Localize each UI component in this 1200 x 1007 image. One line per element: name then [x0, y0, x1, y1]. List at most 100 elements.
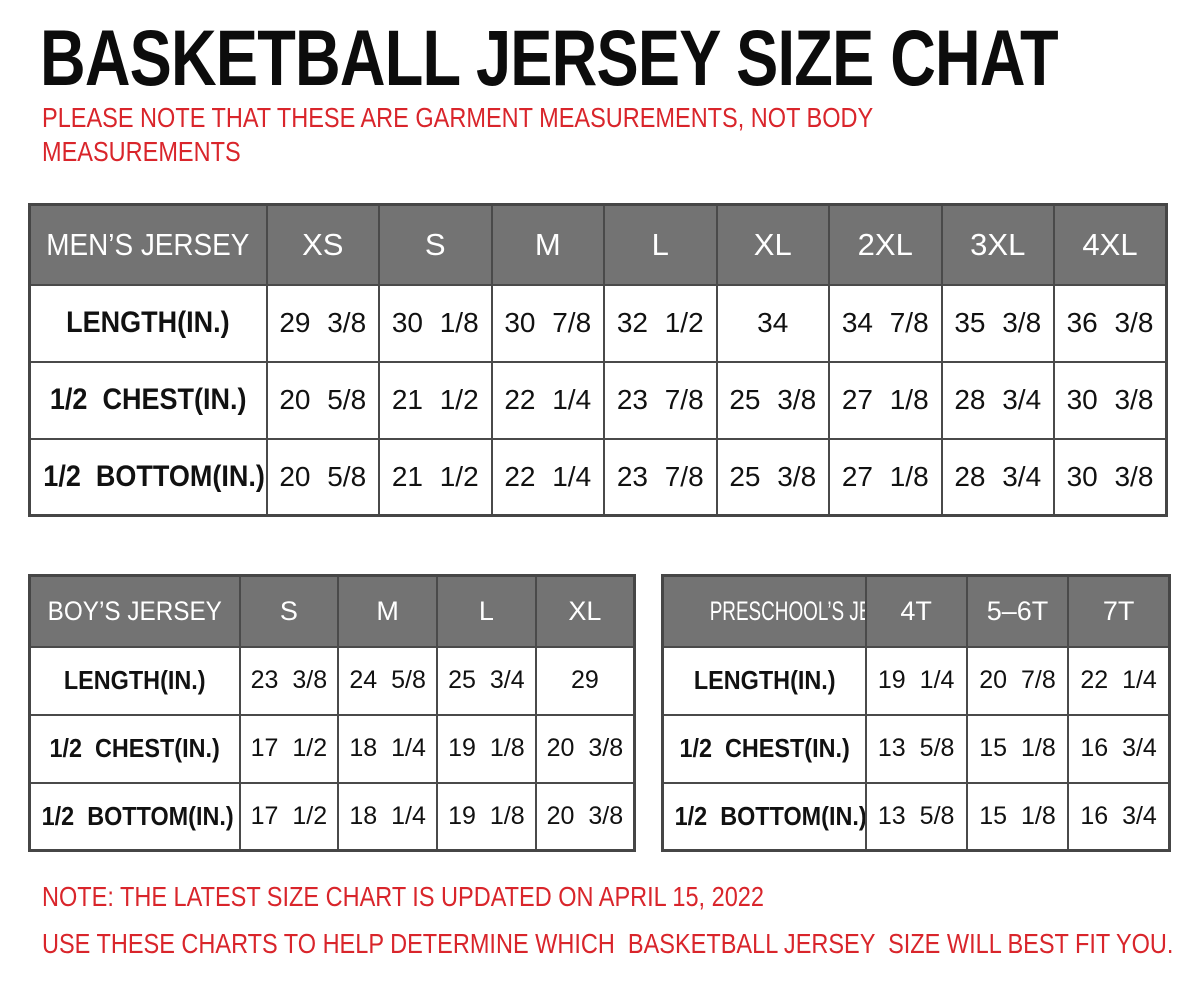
table-header-row: PRESCHOOL’S JERSEY 4T 5–6T 7T	[661, 574, 1171, 648]
size-value: 19 1/4	[877, 666, 955, 694]
size-value-cell: 19 1/4	[864, 645, 968, 716]
size-value-cell: 21 1/2	[378, 360, 493, 440]
table-title: MEN’S JERSEY	[46, 226, 250, 262]
size-value-cell: 17 1/2	[238, 713, 340, 784]
size-value: 13 5/8	[877, 801, 955, 830]
size-column-label: 4T	[900, 595, 932, 626]
table-row: 1/2 BOTTOM(IN.) 13 5/8 15 1/8 16 3/4	[661, 781, 1171, 852]
size-column-label: XL	[568, 595, 602, 626]
size-column-label: M	[376, 595, 399, 626]
size-value-cell: 35 3/8	[940, 283, 1055, 363]
page-title: BASKETBALL JERSEY SIZE CHAT	[40, 18, 1200, 98]
size-value-cell: 20 3/8	[534, 713, 636, 784]
table-header-row: BOY’S JERSEY S M L XL	[28, 574, 636, 648]
size-value: 30 3/8	[1066, 384, 1154, 415]
size-value: 22 1/4	[504, 460, 592, 492]
table-header-row: MEN’S JERSEY XS S M L XL 2XL 3XL 4XL	[28, 203, 1168, 286]
size-value-cell: 20 5/8	[265, 437, 380, 517]
size-value: 25 3/8	[729, 384, 817, 415]
size-value-cell: 23 7/8	[603, 360, 718, 440]
measurement-row-label-cell: 1/2 CHEST(IN.)	[661, 713, 867, 784]
measurement-row-label-cell: 1/2 CHEST(IN.)	[28, 360, 268, 440]
size-value-cell: 15 1/8	[965, 713, 1070, 784]
size-column-header: L	[603, 203, 718, 286]
preschool-jersey-table: PRESCHOOL’S JERSEY 4T 5–6T 7T LENGTH(IN.) 19 …	[661, 574, 1171, 852]
page-title-text: BASKETBALL JERSEY SIZE CHAT	[40, 13, 1059, 102]
size-value: 21 1/2	[391, 384, 479, 415]
table-row: 1/2 CHEST(IN.) 13 5/8 15 1/8 16 3/4	[661, 713, 1171, 784]
garment-measurement-note: PLEASE NOTE THAT THESE ARE GARMENT MEASU…	[42, 101, 1032, 169]
size-value: 20 5/8	[279, 384, 367, 415]
size-column-header: XS	[265, 203, 380, 286]
size-value: 18 1/4	[349, 734, 426, 762]
size-value: 29 3/8	[279, 307, 367, 338]
size-column-header: M	[337, 574, 438, 648]
table-title-cell: MEN’S JERSEY	[28, 203, 268, 286]
measurement-row-label: 1/2 CHEST(IN.)	[49, 733, 220, 763]
size-column-label: L	[651, 226, 669, 262]
table-row: 1/2 BOTTOM(IN.) 17 1/2 18 1/4 19 1/8 20 3/8	[28, 781, 636, 852]
size-value-cell: 30 1/8	[378, 283, 493, 363]
size-value-cell: 24 5/8	[337, 645, 438, 716]
table-row: LENGTH(IN.) 29 3/8 30 1/8 30 7/8 32 1/2 34 34 …	[28, 283, 1168, 363]
size-value: 25 3/8	[729, 460, 817, 492]
size-value-cell: 19 1/8	[436, 781, 537, 852]
size-value: 16 3/4	[1080, 801, 1157, 830]
size-value: 34 7/8	[841, 307, 929, 338]
size-column-label: 5–6T	[986, 595, 1049, 626]
size-value-cell: 30 7/8	[490, 283, 605, 363]
size-value-cell: 28 3/4	[940, 360, 1055, 440]
size-column-header: 2XL	[828, 203, 943, 286]
size-value: 20 3/8	[546, 801, 624, 830]
size-column-header: XL	[715, 203, 830, 286]
size-value-cell: 27 1/8	[828, 437, 943, 517]
table-title-cell: PRESCHOOL’S JERSEY	[661, 574, 867, 648]
size-value-cell: 16 3/4	[1067, 713, 1171, 784]
size-value: 20 7/8	[979, 666, 1056, 694]
size-value: 25 3/4	[448, 666, 525, 694]
size-value: 17 1/2	[250, 734, 328, 762]
size-value-cell: 20 5/8	[265, 360, 380, 440]
size-value: 36 3/8	[1066, 307, 1154, 338]
size-column-label: S	[424, 226, 446, 262]
size-value: 22 1/4	[504, 384, 592, 415]
size-column-label: 2XL	[857, 226, 913, 262]
measurement-row-label-cell: 1/2 BOTTOM(IN.)	[661, 781, 867, 852]
size-value: 16 3/4	[1080, 734, 1157, 762]
table-row: 1/2 CHEST(IN.) 17 1/2 18 1/4 19 1/8 20 3/8	[28, 713, 636, 784]
measurement-row-label: 1/2 CHEST(IN.)	[679, 733, 850, 763]
size-value: 32 1/2	[616, 307, 704, 338]
size-value-cell: 30 3/8	[1053, 360, 1168, 440]
size-value: 28 3/4	[954, 460, 1042, 492]
size-column-header: 7T	[1067, 574, 1171, 648]
update-note: NOTE: THE LATEST SIZE CHART IS UPDATED O…	[42, 881, 764, 912]
size-value-cell: 16 3/4	[1067, 781, 1171, 852]
measurement-row-label-cell: 1/2 BOTTOM(IN.)	[28, 437, 268, 517]
footer-notes: NOTE: THE LATEST SIZE CHART IS UPDATED O…	[42, 882, 1200, 976]
measurement-row-label: LENGTH(IN.)	[66, 306, 230, 339]
size-value: 20 3/8	[546, 734, 624, 762]
size-column-header: L	[436, 574, 537, 648]
table-title: BOY’S JERSEY	[47, 595, 222, 626]
size-value: 30 1/8	[391, 307, 479, 338]
size-value: 22 1/4	[1080, 666, 1157, 694]
size-value-cell: 19 1/8	[436, 713, 537, 784]
size-column-header: M	[490, 203, 605, 286]
size-value-cell: 13 5/8	[864, 713, 968, 784]
size-value-cell: 22 1/4	[490, 360, 605, 440]
size-value: 19 1/8	[448, 801, 525, 830]
boys-jersey-table: BOY’S JERSEY S M L XL LENGTH(IN.) 23 3/8 24 5/8…	[28, 574, 636, 852]
size-value-cell: 28 3/4	[940, 437, 1055, 517]
measurement-row-label-cell: 1/2 BOTTOM(IN.)	[28, 781, 241, 852]
measurement-row-label-cell: LENGTH(IN.)	[661, 645, 867, 716]
measurement-row-label: LENGTH(IN.)	[63, 665, 206, 695]
size-value-cell: 20 3/8	[534, 781, 636, 852]
size-value-cell: 22 1/4	[1067, 645, 1171, 716]
size-column-label: M	[534, 226, 561, 262]
size-value-cell: 18 1/4	[337, 781, 438, 852]
size-value: 27 1/8	[841, 384, 929, 415]
size-value: 18 1/4	[349, 801, 426, 830]
size-column-label: 3XL	[970, 226, 1026, 262]
size-column-header: S	[238, 574, 340, 648]
